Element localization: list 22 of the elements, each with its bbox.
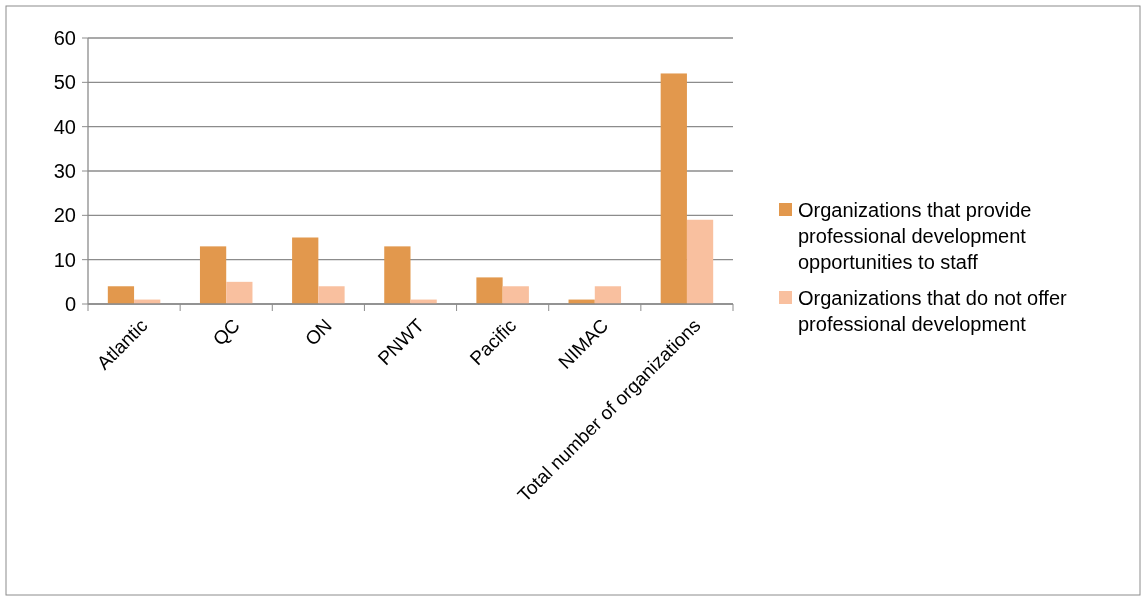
bar [686, 219, 714, 304]
y-tick-label: 30 [53, 160, 76, 182]
bar [476, 277, 503, 304]
x-tick-label: QC [208, 314, 244, 350]
bar [384, 246, 411, 304]
bar [660, 73, 687, 304]
y-tick-label: 50 [53, 71, 76, 94]
bar [594, 286, 622, 304]
legend-label: Organizations that do not offer professional development [798, 287, 1068, 335]
y-tick-label: 40 [53, 115, 76, 138]
bar [318, 286, 345, 304]
y-tick-label: 0 [64, 293, 76, 315]
bar [199, 246, 227, 304]
bar [292, 237, 319, 304]
bar [107, 286, 135, 304]
bar [502, 286, 529, 304]
y-tick-label: 10 [53, 248, 76, 271]
y-tick-label: 60 [53, 27, 76, 49]
bar [226, 281, 253, 304]
y-tick-label: 20 [53, 204, 76, 227]
x-tick-label: ON [300, 314, 336, 350]
legend-label: Organizations that provide professional development opportunities to staff [798, 199, 1032, 273]
